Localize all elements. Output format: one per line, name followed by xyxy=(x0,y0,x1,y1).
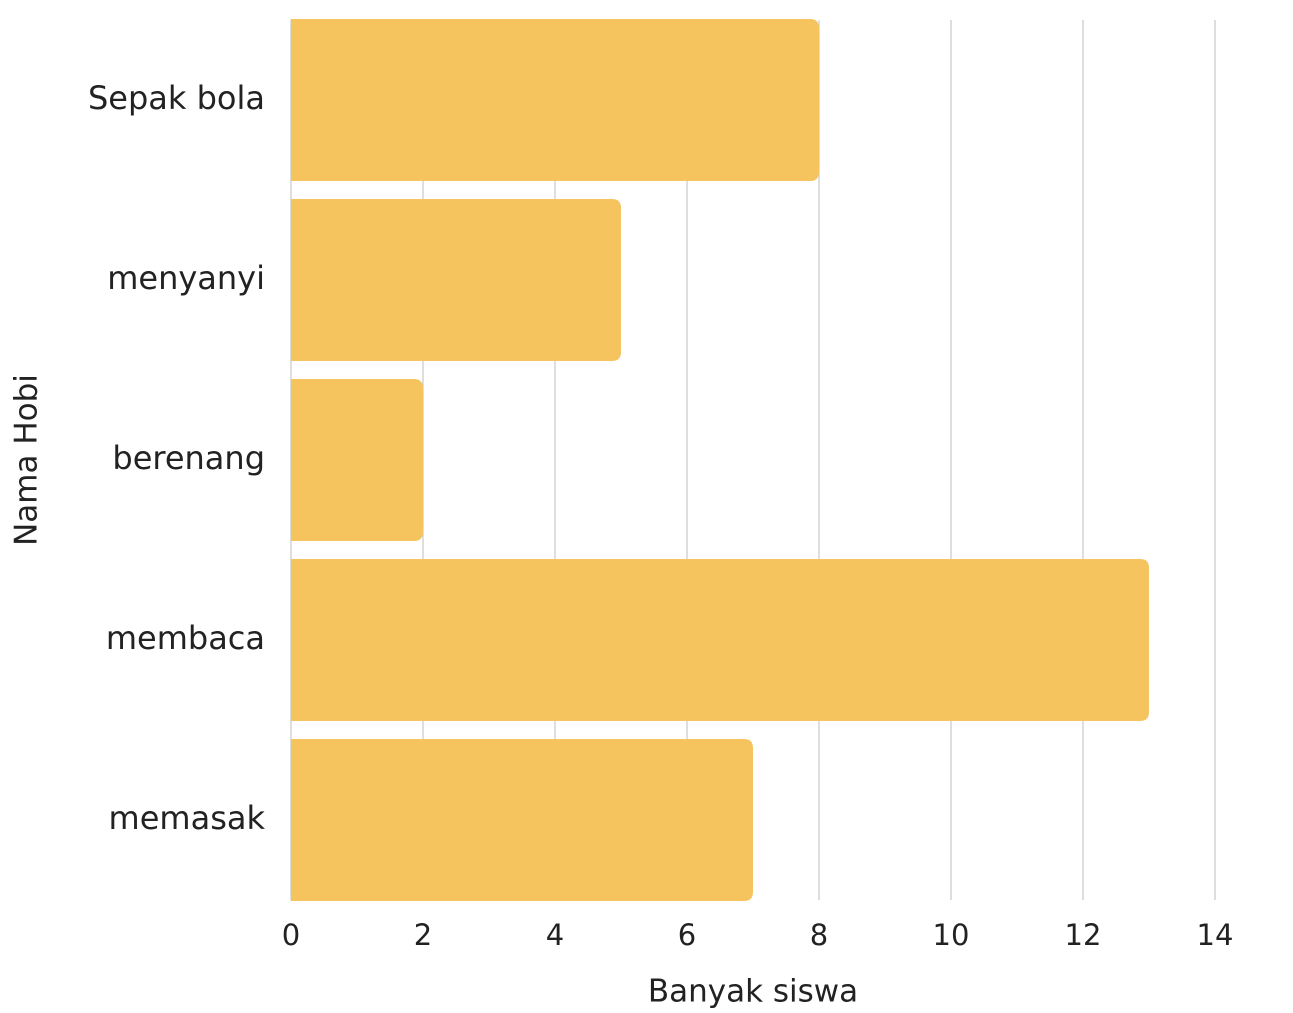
x-tick-label: 6 xyxy=(678,918,696,952)
bar xyxy=(291,379,423,541)
bar xyxy=(291,739,753,901)
bar xyxy=(291,199,621,361)
x-tick-label: 8 xyxy=(810,918,828,952)
y-tick-label: Sepak bola xyxy=(88,79,265,117)
y-tick-label: berenang xyxy=(112,439,265,477)
x-tick-label: 0 xyxy=(282,918,300,952)
bar xyxy=(291,19,819,181)
y-tick-label: menyanyi xyxy=(107,259,265,297)
bar xyxy=(291,559,1149,721)
x-tick-label: 10 xyxy=(933,918,970,952)
x-tick-label: 12 xyxy=(1065,918,1102,952)
x-tick-label: 2 xyxy=(414,918,432,952)
y-axis-label: Nama Hobi xyxy=(9,374,45,546)
y-tick-label: membaca xyxy=(106,619,265,657)
x-axis-label: Banyak siswa xyxy=(648,974,858,1010)
x-tick-label: 4 xyxy=(546,918,564,952)
x-tick-label: 14 xyxy=(1197,918,1234,952)
y-tick-label: memasak xyxy=(109,799,266,837)
